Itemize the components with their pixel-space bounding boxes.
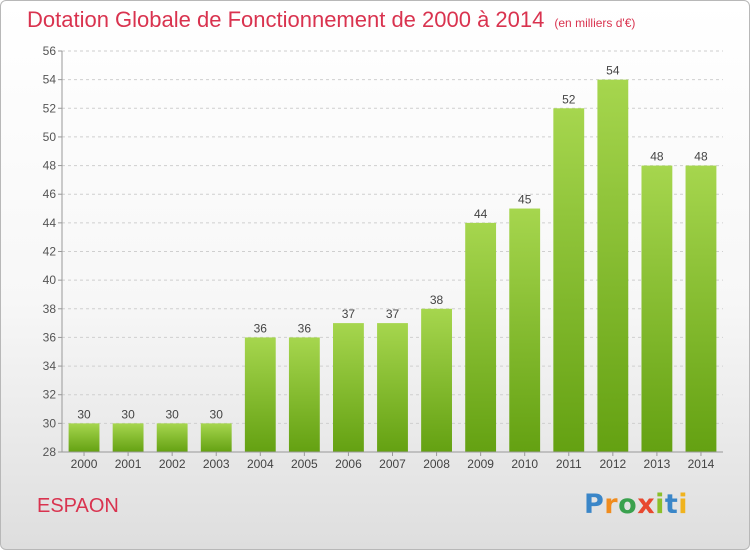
x-tick-label: 2010 (511, 457, 538, 471)
y-tick-label: 44 (43, 216, 57, 230)
x-tick-label: 2007 (379, 457, 406, 471)
bar (112, 423, 144, 452)
logo-letter: o (618, 489, 638, 520)
bar (421, 308, 452, 452)
y-tick-label: 34 (43, 359, 57, 373)
x-tick-label: 2011 (556, 457, 582, 471)
y-tick-label: 32 (43, 388, 57, 402)
bar (377, 323, 408, 452)
x-tick-label: 2012 (599, 457, 626, 471)
bar-value-label: 37 (342, 307, 356, 321)
bar (156, 423, 188, 452)
chart-subtitle: (en milliers d'€) (554, 16, 636, 30)
x-tick-label: 2009 (467, 457, 494, 471)
bar-value-label: 30 (210, 407, 224, 421)
x-tick-label: 2013 (644, 457, 671, 471)
labels: 28 30 32 34 36 38 40 42 44 46 48 50 52 54 56 30 2000 30 20… (43, 44, 715, 471)
bar (244, 337, 276, 452)
bar (465, 222, 497, 452)
logo-letter: i (678, 489, 689, 520)
bar-value-label: 30 (77, 407, 91, 421)
x-tick-label: 2000 (71, 457, 98, 471)
bar-value-label: 37 (386, 307, 400, 321)
logo-letter: x (637, 489, 656, 520)
y-tick-label: 42 (43, 245, 57, 259)
x-tick-label: 2003 (203, 457, 230, 471)
y-tick-label: 28 (43, 445, 57, 459)
logo-letter: P (584, 489, 605, 520)
y-tick-label: 56 (43, 44, 57, 58)
x-tick-label: 2006 (335, 457, 362, 471)
y-tick-label: 36 (43, 330, 57, 344)
bar-value-label: 44 (474, 207, 488, 221)
bar-value-label: 52 (562, 92, 576, 106)
logo-letter: t (664, 489, 679, 520)
bar (333, 323, 364, 452)
x-tick-label: 2002 (159, 457, 186, 471)
y-tick-label: 54 (43, 73, 57, 87)
y-tick-label: 38 (43, 302, 57, 316)
x-tick-label: 2005 (291, 457, 318, 471)
proxiti-logo: Proxiti (584, 489, 688, 520)
bars (68, 79, 717, 453)
bar (685, 165, 717, 453)
bar (641, 165, 673, 453)
y-tick-label: 52 (43, 101, 57, 115)
y-tick-label: 46 (43, 187, 57, 201)
commune-name: ESPAON (37, 495, 119, 517)
x-tick-label: 2001 (115, 457, 142, 471)
bar-value-label: 54 (606, 64, 620, 78)
bar (200, 423, 232, 452)
bar-value-label: 45 (518, 193, 532, 207)
bar (553, 108, 585, 453)
bar-value-label: 38 (430, 293, 444, 307)
y-tick-label: 48 (43, 159, 57, 173)
x-tick-label: 2008 (423, 457, 450, 471)
bar (597, 79, 629, 453)
x-tick-label: 2004 (247, 457, 274, 471)
bar (68, 423, 100, 452)
chart-title-text: Dotation Globale de Fonctionnement de 20… (27, 7, 545, 32)
bar-value-label: 48 (694, 150, 708, 164)
axes (58, 50, 723, 456)
chart-title: Dotation Globale de Fonctionnement de 20… (27, 7, 635, 33)
bar-value-label: 36 (254, 321, 268, 335)
bar-value-label: 48 (650, 150, 664, 164)
y-tick-label: 30 (43, 416, 57, 430)
bar-value-label: 30 (121, 407, 135, 421)
x-tick-label: 2014 (688, 457, 715, 471)
logo-letter: r (604, 489, 619, 520)
bar (509, 208, 541, 452)
bar-value-label: 36 (298, 321, 312, 335)
y-tick-label: 40 (43, 273, 57, 287)
y-tick-label: 50 (43, 130, 57, 144)
bar-value-label: 30 (165, 407, 179, 421)
logo-letter: i (655, 489, 665, 520)
bar (288, 337, 320, 452)
